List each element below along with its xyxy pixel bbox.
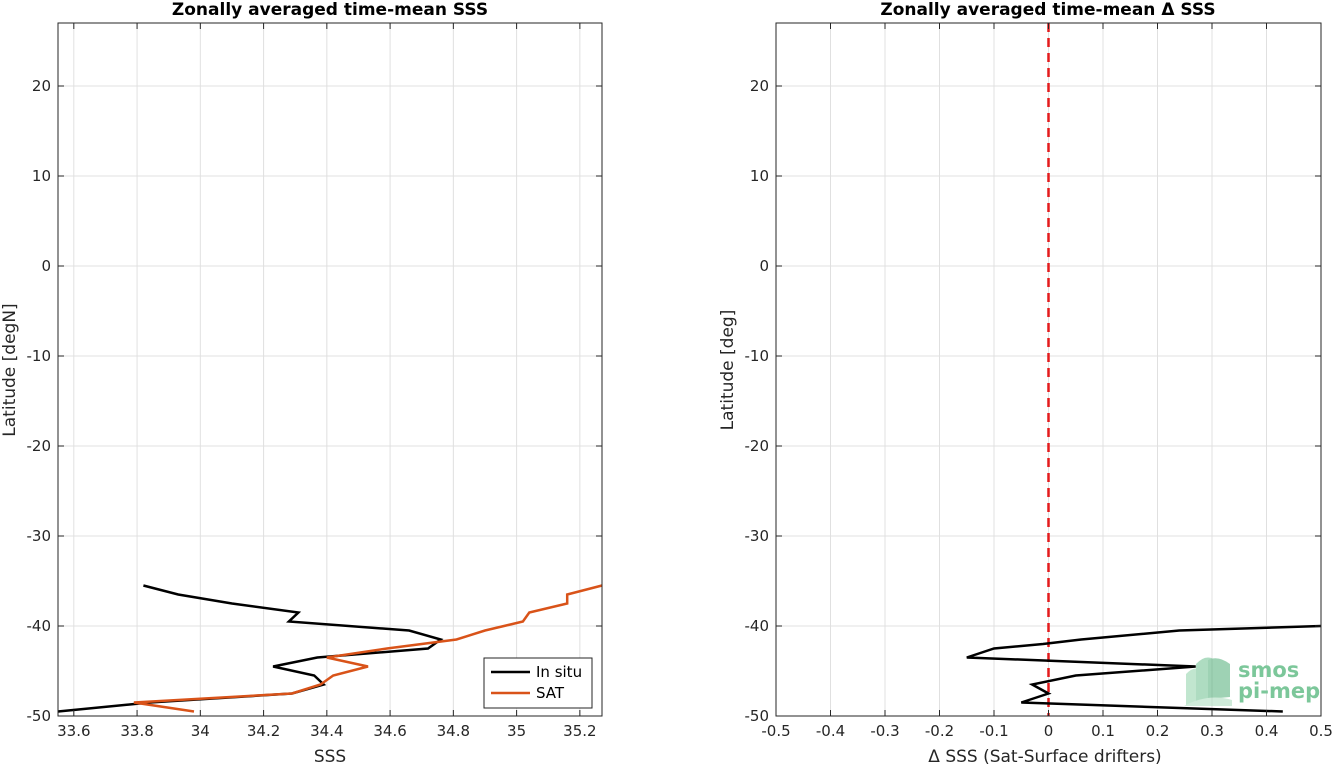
y-tick-label: -10 [27, 347, 52, 365]
x-tick-label: 33.8 [120, 722, 153, 740]
x-tick-label: 34.8 [437, 722, 470, 740]
right-panel: -0.5 -0.4 -0.3 -0.2 -0.1 0 0.1 0.2 0.3 0.4 0.5 20 10… [718, 0, 1333, 765]
series-layer [57, 584, 603, 713]
x-tick-label: 34.2 [247, 722, 280, 740]
legend: In situ SAT [483, 657, 593, 709]
x-tick-label: 33.6 [57, 722, 90, 740]
left-panel: 33.6 33.8 34 34.2 34.4 34.6 34.8 35 35.2 20 10 0 -10… [0, 0, 603, 765]
y-tick-label: -20 [27, 437, 52, 455]
y-tick-label: -30 [745, 527, 770, 545]
x-tick-label: 0.3 [1200, 722, 1224, 740]
y-tick-label: -40 [745, 617, 770, 635]
y-tick-label: 10 [32, 167, 51, 185]
chart-title: Zonally averaged time-mean SSS [172, 0, 488, 20]
y-tick-label: -50 [27, 707, 52, 725]
y-tick-label: 0 [41, 257, 51, 275]
y-tick-label: 20 [32, 77, 51, 95]
tick-layer: 33.6 33.8 34 34.2 34.4 34.6 34.8 35 35.2 20 10 0 -10… [27, 23, 602, 740]
logo-waves-icon [1184, 657, 1232, 706]
x-tick-label: -0.1 [979, 722, 1008, 740]
y-axis-label: Latitude [degN] [0, 303, 20, 436]
x-tick-label: 0.5 [1309, 722, 1333, 740]
series-line-sat [133, 584, 603, 713]
x-axis-label: SSS [314, 747, 346, 765]
chart-title: Zonally averaged time-mean Δ SSS [880, 0, 1215, 20]
logo-text-pi-mep: pi-mep [1238, 679, 1320, 703]
legend-box [483, 657, 593, 709]
tick-layer: -0.5 -0.4 -0.3 -0.2 -0.1 0 0.1 0.2 0.3 0.4 0.5 20 10… [745, 23, 1333, 740]
x-tick-label: -0.3 [870, 722, 899, 740]
x-tick-label: -0.2 [925, 722, 954, 740]
x-tick-label: 34.6 [373, 722, 406, 740]
x-tick-label: 35 [507, 722, 526, 740]
legend-label-in-situ: In situ [536, 663, 582, 681]
x-tick-label: 34.4 [310, 722, 343, 740]
x-tick-label: -0.4 [816, 722, 845, 740]
series-layer [966, 624, 1322, 713]
x-axis-label: Δ SSS (Sat-Surface drifters) [928, 747, 1161, 765]
logo-text-smos: smos [1238, 658, 1299, 682]
x-tick-label: 35.2 [563, 722, 596, 740]
x-tick-label: -0.5 [761, 722, 790, 740]
x-tick-label: 0.1 [1091, 722, 1115, 740]
y-axis-label: Latitude [deg] [718, 310, 738, 431]
plot-area [58, 23, 602, 716]
y-tick-label: -50 [745, 707, 770, 725]
x-tick-label: 34 [191, 722, 210, 740]
smos-pi-mep-logo: smos pi-mep [1184, 657, 1320, 706]
y-tick-label: -10 [745, 347, 770, 365]
series-line-0 [966, 624, 1322, 713]
x-tick-label: 0 [1044, 722, 1054, 740]
y-tick-label: 10 [750, 167, 769, 185]
y-tick-label: -40 [27, 617, 52, 635]
axes-box [57, 22, 603, 717]
y-tick-label: 0 [759, 257, 769, 275]
y-tick-label: 20 [750, 77, 769, 95]
y-tick-label: -20 [745, 437, 770, 455]
x-tick-label: 0.4 [1255, 722, 1279, 740]
legend-label-sat: SAT [536, 684, 565, 702]
y-tick-label: -30 [27, 527, 52, 545]
x-tick-label: 0.2 [1146, 722, 1170, 740]
